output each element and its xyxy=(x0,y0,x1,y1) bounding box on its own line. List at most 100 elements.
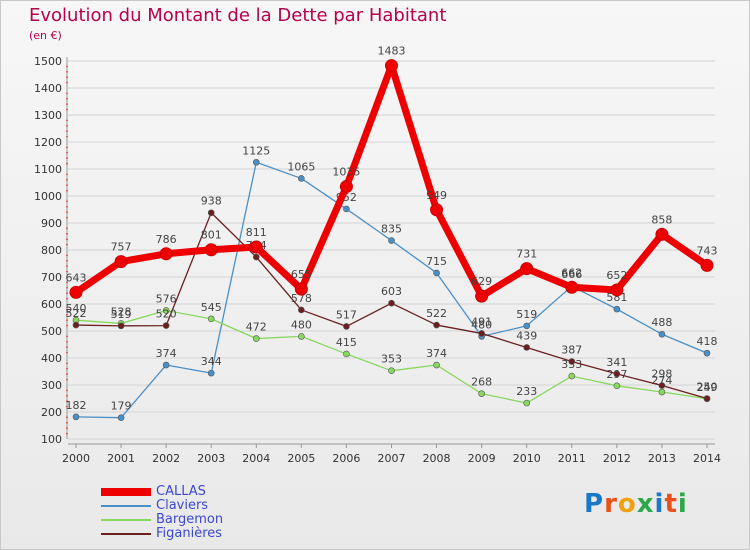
data-label-bargemon: 374 xyxy=(426,347,447,360)
point-bargemon xyxy=(568,372,576,380)
y-minor-tick xyxy=(66,243,68,246)
point-callas xyxy=(294,282,308,296)
y-tick-label: 400 xyxy=(41,352,62,365)
x-tick-label: 2005 xyxy=(287,452,315,465)
y-minor-tick xyxy=(66,335,68,338)
y-minor-tick xyxy=(66,135,68,138)
y-minor-tick xyxy=(66,292,68,295)
data-label-figanires: 520 xyxy=(156,308,177,321)
y-tick-label: 800 xyxy=(41,244,62,257)
logo-letter: t xyxy=(664,489,678,519)
point-figanires xyxy=(478,330,485,337)
legend-label: Claviers xyxy=(156,498,209,513)
y-tick-label: 1500 xyxy=(34,55,62,68)
y-minor-tick xyxy=(66,184,68,187)
data-label-bargemon: 528 xyxy=(111,305,132,318)
y-tick-label: 1200 xyxy=(34,136,62,149)
point-claviers xyxy=(703,349,711,357)
data-label-bargemon: 545 xyxy=(201,301,222,314)
point-figanires xyxy=(343,323,350,330)
y-minor-tick xyxy=(66,200,68,203)
data-label-callas: 786 xyxy=(156,233,177,246)
point-bargemon xyxy=(523,399,531,407)
y-tick-label: 1300 xyxy=(34,109,62,122)
data-label-callas: 1035 xyxy=(332,166,360,179)
data-label-figanires: 517 xyxy=(336,308,357,321)
data-label-claviers: 418 xyxy=(697,335,718,348)
legend-item: Figanières xyxy=(101,527,223,541)
data-label-bargemon: 249 xyxy=(697,381,718,394)
data-label-claviers: 488 xyxy=(651,316,672,329)
point-bargemon xyxy=(433,361,440,369)
y-minor-tick xyxy=(66,232,68,235)
point-callas xyxy=(69,285,83,299)
data-label-figanires: 491 xyxy=(471,315,492,328)
point-bargemon xyxy=(252,335,260,342)
y-tick-label: 600 xyxy=(41,298,62,311)
point-claviers xyxy=(162,361,170,369)
point-claviers xyxy=(207,369,215,377)
y-minor-tick xyxy=(66,297,68,300)
point-figanires xyxy=(207,209,215,217)
point-bargemon xyxy=(162,307,170,314)
data-label-figanires: 522 xyxy=(66,307,87,320)
legend-swatch xyxy=(101,533,151,535)
y-minor-tick xyxy=(66,400,68,403)
y-tick-label: 1100 xyxy=(34,163,62,176)
series-line-callas xyxy=(74,62,709,300)
y-minor-tick xyxy=(66,405,68,408)
data-label-claviers: 835 xyxy=(381,223,402,236)
y-minor-tick xyxy=(66,205,68,208)
point-claviers xyxy=(523,322,531,330)
proxiti-logo: Proxiti xyxy=(584,489,688,519)
point-figanires xyxy=(117,322,125,330)
y-minor-tick xyxy=(66,254,68,257)
point-claviers xyxy=(658,330,666,338)
legend-swatch xyxy=(101,488,151,496)
x-tick-label: 2001 xyxy=(107,452,135,465)
y-minor-tick xyxy=(66,76,68,79)
data-label-figanires: 298 xyxy=(651,368,672,381)
data-label-figanires: 250 xyxy=(697,381,718,394)
y-minor-tick xyxy=(66,162,68,165)
y-minor-tick xyxy=(66,373,68,376)
point-callas xyxy=(339,180,353,194)
logo-letter: o xyxy=(617,489,637,519)
y-tick-label: 500 xyxy=(41,325,62,338)
y-tick-label: 1400 xyxy=(34,82,62,95)
data-label-figanires: 522 xyxy=(426,307,447,320)
chart-legend: CALLAS Claviers Bargemon Figanières xyxy=(101,485,223,541)
data-label-callas: 662 xyxy=(561,266,582,279)
point-figanires xyxy=(658,382,666,389)
y-minor-tick xyxy=(66,81,68,84)
legend-swatch xyxy=(101,505,151,507)
legend-item: Claviers xyxy=(101,499,223,513)
y-minor-tick xyxy=(66,97,68,100)
chart-subtitle: (en €) xyxy=(29,29,62,42)
point-callas xyxy=(520,262,534,276)
point-callas xyxy=(114,255,128,269)
point-callas xyxy=(204,243,218,257)
y-minor-tick xyxy=(66,319,68,322)
y-minor-tick xyxy=(66,308,68,311)
data-label-claviers: 179 xyxy=(111,400,132,413)
point-claviers xyxy=(613,305,621,313)
y-minor-tick xyxy=(66,286,68,289)
data-label-claviers: 480 xyxy=(471,318,492,331)
y-minor-tick xyxy=(66,394,68,397)
y-minor-tick xyxy=(66,103,68,106)
point-callas xyxy=(700,258,714,272)
y-minor-tick xyxy=(66,313,68,316)
point-callas xyxy=(385,59,398,73)
x-tick-label: 2011 xyxy=(558,452,586,465)
point-bargemon xyxy=(613,382,621,390)
point-figanires xyxy=(613,370,621,378)
x-tick-label: 2006 xyxy=(332,452,360,465)
y-minor-tick xyxy=(66,389,68,392)
legend-label: Figanières xyxy=(156,526,223,541)
data-label-bargemon: 268 xyxy=(471,376,492,389)
point-figanires xyxy=(72,321,80,329)
y-minor-tick xyxy=(66,432,68,435)
y-minor-tick xyxy=(66,216,68,219)
point-figanires xyxy=(433,321,440,329)
